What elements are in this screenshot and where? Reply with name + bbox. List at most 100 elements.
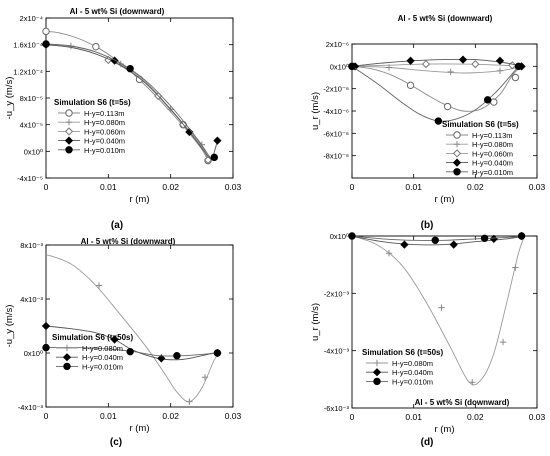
- data-point: [480, 234, 489, 242]
- legend-marker: [373, 359, 381, 367]
- legend-label: H-y=0.040m: [84, 137, 125, 146]
- plot-frame: [351, 235, 538, 409]
- x-tick-label: 0: [44, 411, 49, 421]
- data-point: [126, 347, 134, 356]
- chart-title: Al - 5 wt% Si (downward): [398, 14, 493, 23]
- panel-caption: (d): [421, 437, 434, 448]
- chart-panel: 0 0.01 0.02 0.03 -8x10⁻⁶ -6x10⁻⁶ -4x10⁻⁶ -2x10⁻…: [310, 14, 546, 231]
- legend-marker: [62, 353, 72, 362]
- data-point: [42, 40, 50, 48]
- legend-label: H-y=0.080m: [82, 344, 123, 353]
- x-axis-label: r (m): [434, 194, 454, 205]
- y-tick-label: -4x10⁻⁶: [323, 107, 349, 116]
- data-point: [42, 343, 50, 352]
- legend-label: H-y=0.060m: [472, 149, 513, 158]
- series-line: [351, 65, 519, 122]
- data-point: [483, 96, 492, 104]
- series-line: [351, 63, 522, 67]
- y-tick-label: 0x10⁰: [24, 349, 43, 358]
- chart-title: Al - 5 wt% Si (downward): [81, 237, 176, 246]
- data-point: [400, 240, 409, 249]
- data-series: [350, 55, 526, 71]
- legend-marker: [65, 109, 73, 117]
- legend-label: H-y=0.113m: [472, 131, 513, 140]
- data-series: [348, 62, 523, 125]
- legend-marker: [453, 131, 461, 139]
- data-point: [186, 398, 193, 405]
- x-tick-label: 0.01: [405, 182, 422, 192]
- data-series: [351, 64, 522, 76]
- data-point: [42, 27, 50, 36]
- data-point: [201, 374, 209, 381]
- legend: Simulation S6 (t=50s) H-y=0.080mH-y=0.040…: [362, 348, 443, 386]
- data-series: [351, 235, 526, 386]
- data-point: [496, 67, 504, 74]
- data-point: [499, 338, 507, 346]
- legend-label: H-y=0.040m: [82, 353, 123, 362]
- y-tick-label: 1.6x10⁻⁴: [13, 41, 43, 50]
- legend-label: H-y=0.060m: [84, 127, 125, 136]
- data-point: [421, 59, 431, 69]
- series-line: [45, 253, 221, 403]
- data-point: [495, 56, 505, 65]
- data-series: [351, 231, 526, 249]
- x-tick-label: 0.02: [467, 412, 484, 422]
- y-tick-label: -4x10⁻³: [18, 403, 44, 412]
- y-tick-label: -6x10⁻³: [324, 404, 350, 413]
- y-axis-label: -u_y (m/s): [4, 77, 15, 120]
- y-axis-label: -u_y (m/s): [4, 305, 15, 348]
- data-point: [406, 56, 415, 65]
- data-point: [95, 282, 103, 289]
- legend-label: H-y=0.010m: [82, 362, 123, 371]
- chart-panel: 0 0.01 0.02 0.03 -6x10⁻³ -4x10⁻³ -2x10⁻³ 0x10⁰ r…: [310, 231, 546, 448]
- y-tick-label: 8x10⁻⁵: [20, 94, 43, 103]
- data-point: [512, 264, 519, 271]
- x-tick-label: 0.02: [467, 182, 484, 192]
- x-tick-label: 0.03: [225, 411, 242, 421]
- legend-marker: [453, 141, 461, 148]
- data-point: [104, 55, 113, 65]
- legend-marker: [64, 127, 74, 136]
- x-tick-label: 0: [44, 182, 49, 192]
- data-point: [438, 304, 445, 311]
- data-point: [92, 42, 100, 51]
- y-tick-label: -4x10⁻⁵: [17, 174, 43, 183]
- data-series: [45, 253, 221, 405]
- data-point: [385, 250, 393, 257]
- x-axis-label: r (m): [129, 423, 149, 434]
- data-point: [449, 240, 458, 249]
- x-tick-label: 0.01: [405, 412, 422, 422]
- series-line: [351, 65, 522, 74]
- x-tick-label: 0.02: [162, 411, 179, 421]
- x-tick-label: 0.03: [225, 182, 242, 192]
- panel-caption: (a): [111, 220, 123, 231]
- data-point: [469, 379, 476, 386]
- y-tick-label: -2x10⁻³: [324, 289, 350, 298]
- legend-label: H-y=0.010m: [472, 168, 513, 177]
- x-tick-label: 0.03: [529, 182, 546, 192]
- data-point: [431, 236, 439, 245]
- data-series: [42, 40, 219, 162]
- legend-marker: [64, 136, 74, 145]
- y-tick-label: 2x10⁻⁶: [326, 40, 349, 49]
- legend-title: Simulation S6 (t=5s): [442, 120, 519, 129]
- y-tick-label: 1.2x10⁻⁴: [13, 67, 43, 76]
- data-point: [173, 352, 181, 360]
- data-point: [458, 55, 468, 64]
- y-tick-label: 2x10⁻⁴: [20, 14, 43, 23]
- data-point: [489, 234, 498, 243]
- legend-label: H-y=0.010m: [84, 146, 125, 155]
- data-series: [348, 232, 526, 245]
- series-line: [351, 235, 525, 246]
- data-point: [213, 349, 222, 357]
- y-tick-label: 8x10⁻³: [20, 241, 43, 250]
- y-tick-label: -2x10⁻⁶: [323, 85, 349, 94]
- chart-panel: 0 0.01 0.02 0.03 -4x10⁻⁵ 0x10⁰ 4x10⁻⁵ 8x10⁻⁵ 1.2…: [4, 7, 242, 231]
- y-axis-label: u_r (m/s): [310, 303, 321, 341]
- chart-title: Al - 5 wt% Si (downward): [415, 398, 510, 407]
- data-point: [443, 102, 452, 111]
- y-tick-label: 4x10⁻³: [20, 295, 43, 304]
- data-point: [210, 153, 219, 162]
- chart-title: Al - 5 wt% Si (downward): [70, 7, 165, 16]
